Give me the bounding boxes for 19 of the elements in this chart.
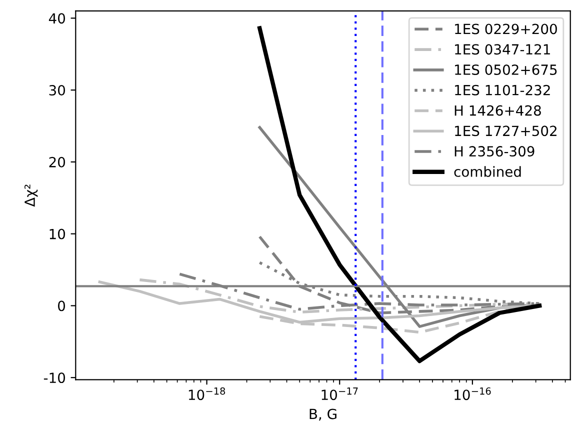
legend-label: 1ES 0347-121 [455,44,550,55]
y-tick-label: 10 [50,228,66,240]
x-tick-label: 10$^{−18}$ [188,387,226,400]
legend-label: H 1426+428 [454,105,541,116]
legend-label: H 2356-309 [454,146,534,157]
legend-label: 1ES 0229+200 [455,24,557,34]
legend-label: 1ES 1101-232 [455,84,550,96]
y-axis-title: Δχ² [24,184,38,207]
legend-label: 1ES 0502+675 [455,64,557,75]
x-tick-label: 10$^{−16}$ [454,387,491,400]
legend-label: 1ES 1727+502 [455,126,556,136]
y-tick-label: 30 [49,85,66,96]
y-tick-label: 0 [58,300,66,312]
x-tick-label: 10$^{−17}$ [322,388,358,400]
legend-label: combined [454,166,521,177]
y-tick-label: -10 [44,372,66,384]
y-tick-label: 40 [48,13,66,24]
y-tick-label: 20 [49,156,66,168]
x-axis-title: B, G [310,408,336,421]
